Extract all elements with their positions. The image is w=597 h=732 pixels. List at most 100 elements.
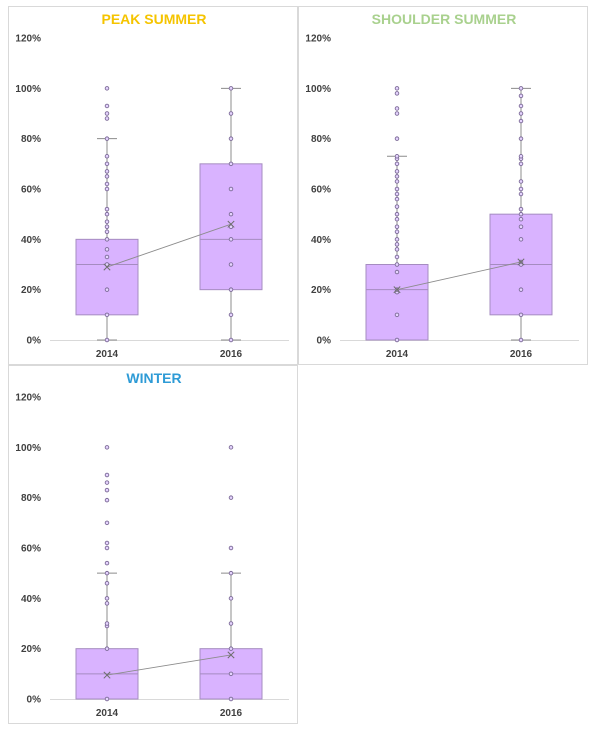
data-point: [228, 287, 234, 292]
box-group-2016: [199, 445, 263, 702]
data-point: [518, 216, 524, 222]
data-point: [394, 136, 400, 141]
data-point: [228, 445, 234, 450]
data-point: [394, 196, 400, 202]
data-point: [394, 237, 400, 242]
data-point: [518, 179, 524, 184]
data-point: [394, 224, 400, 229]
data-point: [228, 312, 234, 318]
data-point: [228, 337, 234, 343]
data-point: [104, 545, 110, 551]
data-point: [104, 287, 110, 292]
data-point: [104, 480, 110, 485]
data-point: [518, 111, 524, 116]
data-point: [394, 191, 400, 197]
data-point: [104, 136, 110, 141]
y-tick-label: 120%: [15, 393, 41, 404]
data-point: [394, 86, 400, 91]
data-point: [104, 570, 110, 576]
data-point: [104, 601, 110, 606]
data-point: [104, 621, 110, 626]
data-point: [228, 696, 234, 702]
data-point: [104, 169, 110, 174]
mean-marker: [103, 671, 111, 679]
data-point: [104, 181, 110, 187]
mean-marker: [517, 258, 525, 266]
data-point: [104, 219, 110, 224]
data-point: [104, 206, 110, 212]
mean-line: [396, 261, 522, 291]
data-point: [394, 229, 400, 235]
data-point: [104, 154, 110, 159]
y-tick-label: 20%: [311, 285, 331, 296]
mean-line: [106, 223, 232, 268]
data-point: [518, 337, 524, 343]
data-point: [104, 445, 110, 450]
data-point: [228, 262, 234, 267]
data-point: [104, 472, 110, 478]
y-tick-label: 100%: [15, 84, 41, 95]
y-tick-label: 40%: [311, 235, 331, 246]
data-point: [104, 254, 110, 260]
y-tick-label: 120%: [305, 34, 331, 45]
data-point: [394, 204, 400, 209]
mean-marker-stroke: [103, 263, 111, 271]
data-point: [228, 186, 234, 192]
data-point: [104, 174, 110, 179]
y-tick-label: 80%: [311, 134, 331, 145]
chart-panel-shoulder-summer: SHOULDER SUMMER 0% 20% 40% 60% 80% 100% 120% 201…: [298, 6, 588, 365]
box-group-2016: [199, 86, 263, 343]
y-tick-label: 20%: [21, 644, 41, 655]
chart-svg: SHOULDER SUMMER 0% 20% 40% 60% 80% 100% 120% 201…: [305, 11, 579, 360]
chart-panel-peak-summer: PEAK SUMMER 0% 20% 40% 60% 80% 100% 120% 2014 201…: [8, 6, 298, 365]
data-point: [228, 570, 234, 576]
y-tick-label: 80%: [21, 493, 41, 504]
mean-marker: [227, 220, 235, 228]
box-group-2014: [75, 445, 139, 702]
data-point: [394, 337, 400, 343]
y-tick-label: 80%: [21, 134, 41, 145]
data-point: [104, 211, 110, 217]
box-group-2014: [75, 86, 139, 343]
data-point: [518, 224, 524, 229]
data-point: [394, 211, 400, 217]
data-point: [104, 337, 110, 343]
data-point: [394, 91, 400, 96]
y-tick-label: 60%: [311, 185, 331, 196]
data-point: [228, 545, 234, 551]
mean-marker: [227, 651, 235, 659]
data-point: [394, 262, 400, 267]
data-point: [394, 186, 400, 192]
data-point: [104, 540, 110, 546]
data-point: [394, 247, 400, 252]
data-point: [228, 161, 234, 167]
data-point: [518, 136, 524, 141]
data-point: [104, 646, 110, 651]
data-point: [104, 111, 110, 116]
chart-title: WINTER: [126, 370, 181, 386]
data-point: [394, 269, 400, 275]
data-point: [394, 312, 400, 318]
mean-marker-stroke: [103, 671, 111, 679]
data-point: [228, 86, 234, 91]
mean-marker: [393, 286, 401, 294]
data-point: [104, 580, 110, 586]
chart-title: SHOULDER SUMMER: [372, 11, 517, 27]
data-point: [394, 106, 400, 111]
data-point: [228, 111, 234, 116]
y-tick-label: 100%: [15, 443, 41, 454]
data-point: [228, 211, 234, 217]
x-tick-label: 2014: [96, 708, 119, 719]
data-point: [104, 224, 110, 229]
data-point: [228, 621, 234, 626]
box-rect: [365, 264, 429, 341]
data-point: [104, 86, 110, 91]
x-tick-label: 2016: [220, 708, 243, 719]
y-tick-label: 0%: [27, 695, 42, 706]
y-tick-label: 100%: [305, 84, 331, 95]
data-point: [104, 497, 110, 503]
mean-marker-stroke: [227, 651, 235, 659]
data-point: [104, 237, 110, 242]
data-point: [518, 93, 524, 99]
data-point: [104, 520, 110, 526]
